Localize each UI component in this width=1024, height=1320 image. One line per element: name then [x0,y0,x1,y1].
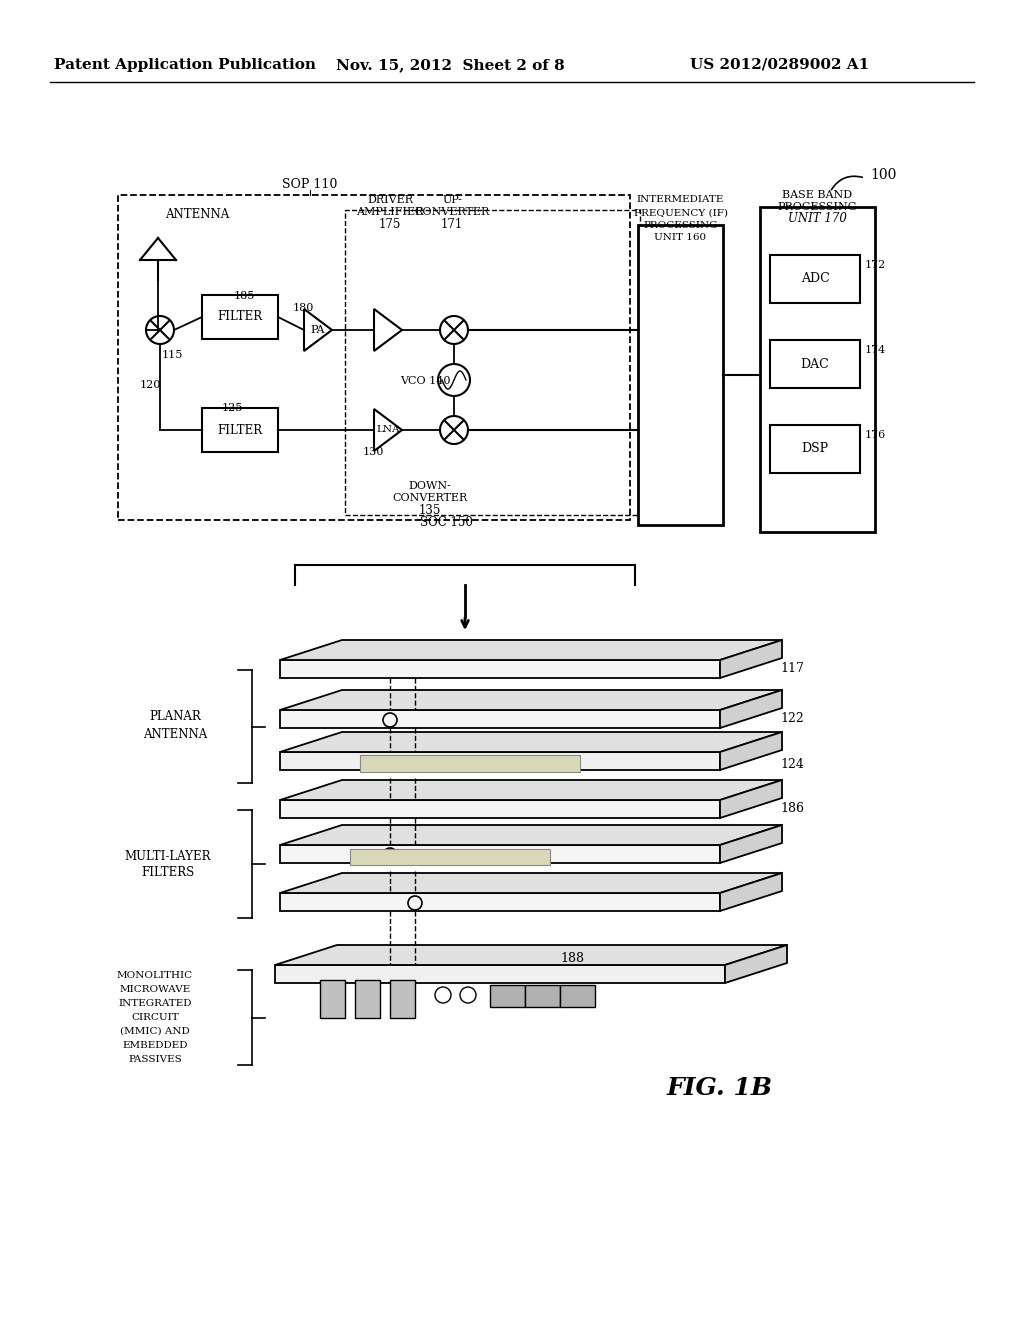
Text: DOWN-: DOWN- [409,480,452,491]
Bar [638,224,723,525]
Bar [560,985,595,1007]
Text: 125: 125 [222,403,244,413]
Text: 124: 124 [780,759,804,771]
Polygon shape [280,710,720,729]
Polygon shape [280,894,720,911]
Text: SOP 110: SOP 110 [283,178,338,191]
Polygon shape [280,733,782,752]
Bar [760,207,874,532]
Text: FILTER: FILTER [217,310,262,323]
Bar [770,425,860,473]
Text: MICROWAVE: MICROWAVE [120,985,190,994]
Text: PLANAR: PLANAR [150,710,201,723]
Text: 122: 122 [780,713,804,726]
Bar [390,979,415,1018]
Polygon shape [280,780,782,800]
Text: ANTENNA: ANTENNA [165,209,229,222]
Bar [525,985,560,1007]
Bar [770,255,860,304]
Polygon shape [720,825,782,863]
Text: PROCESSING: PROCESSING [777,202,857,213]
Text: 186: 186 [780,803,804,816]
Polygon shape [280,845,720,863]
Text: DAC: DAC [801,358,829,371]
Text: UP-: UP- [442,195,462,205]
Polygon shape [720,733,782,770]
Text: Nov. 15, 2012  Sheet 2 of 8: Nov. 15, 2012 Sheet 2 of 8 [336,58,564,73]
Text: CONVERTER: CONVERTER [392,492,468,503]
Polygon shape [280,825,782,845]
Polygon shape [304,309,332,351]
Polygon shape [280,800,720,818]
Polygon shape [374,309,402,351]
Text: CONVERTER: CONVERTER [415,207,489,216]
Polygon shape [280,873,782,894]
Text: VCO 140: VCO 140 [400,376,451,385]
Text: 100: 100 [870,168,896,182]
Polygon shape [720,690,782,729]
Text: LNA: LNA [376,425,399,434]
Polygon shape [360,755,580,772]
Text: 180: 180 [293,304,314,313]
Text: PROCESSING: PROCESSING [643,220,718,230]
Text: DRIVER: DRIVER [367,195,413,205]
Polygon shape [350,849,550,865]
Text: DSP: DSP [802,442,828,455]
Text: ANTENNA: ANTENNA [143,729,207,741]
Polygon shape [280,690,782,710]
Text: 185: 185 [234,290,255,301]
Text: FREQUENCY (IF): FREQUENCY (IF) [634,209,727,218]
Bar [770,341,860,388]
Text: EMBEDDED: EMBEDDED [122,1041,187,1049]
Bar [319,979,345,1018]
Polygon shape [725,945,787,983]
Text: UNIT 160: UNIT 160 [654,232,707,242]
Text: 115: 115 [162,350,183,360]
Bar [345,210,640,515]
Polygon shape [275,965,725,983]
Text: INTEGRATED: INTEGRATED [118,999,191,1008]
Text: CIRCUIT: CIRCUIT [131,1012,179,1022]
Text: 188: 188 [560,952,584,965]
Polygon shape [720,873,782,911]
Text: SOC 150: SOC 150 [420,516,473,528]
Text: BASE BAND: BASE BAND [782,190,853,201]
Bar [202,408,278,451]
Text: FIG. 1B: FIG. 1B [667,1076,773,1100]
Bar [118,195,630,520]
Text: MONOLITHIC: MONOLITHIC [117,972,194,979]
Polygon shape [720,640,782,678]
Polygon shape [275,945,787,965]
Text: US 2012/0289002 A1: US 2012/0289002 A1 [690,58,869,73]
Bar [355,979,380,1018]
Text: ADC: ADC [801,272,829,285]
Text: (MMIC) AND: (MMIC) AND [120,1027,189,1036]
Text: 130: 130 [362,447,384,457]
Text: 135: 135 [419,503,441,516]
Bar [202,294,278,339]
Text: INTERMEDIATE: INTERMEDIATE [637,195,724,205]
Text: FILTER: FILTER [217,424,262,437]
Text: 175: 175 [379,218,401,231]
Polygon shape [374,409,402,451]
Bar [490,985,525,1007]
Text: FILTERS: FILTERS [141,866,195,879]
Text: 174: 174 [865,345,886,355]
Text: Patent Application Publication: Patent Application Publication [54,58,316,73]
Text: 172: 172 [865,260,886,271]
Polygon shape [280,640,782,660]
Text: UNIT 170: UNIT 170 [788,213,847,226]
Text: MULTI-LAYER: MULTI-LAYER [125,850,211,862]
Text: 176: 176 [865,430,886,440]
Polygon shape [280,660,720,678]
Text: AMPLIFIER: AMPLIFIER [356,207,424,216]
Text: 171: 171 [441,218,463,231]
Text: PA: PA [310,325,326,335]
Text: 120: 120 [140,380,162,389]
Text: 117: 117 [780,663,804,676]
Polygon shape [720,780,782,818]
Text: PASSIVES: PASSIVES [128,1055,182,1064]
Polygon shape [280,752,720,770]
